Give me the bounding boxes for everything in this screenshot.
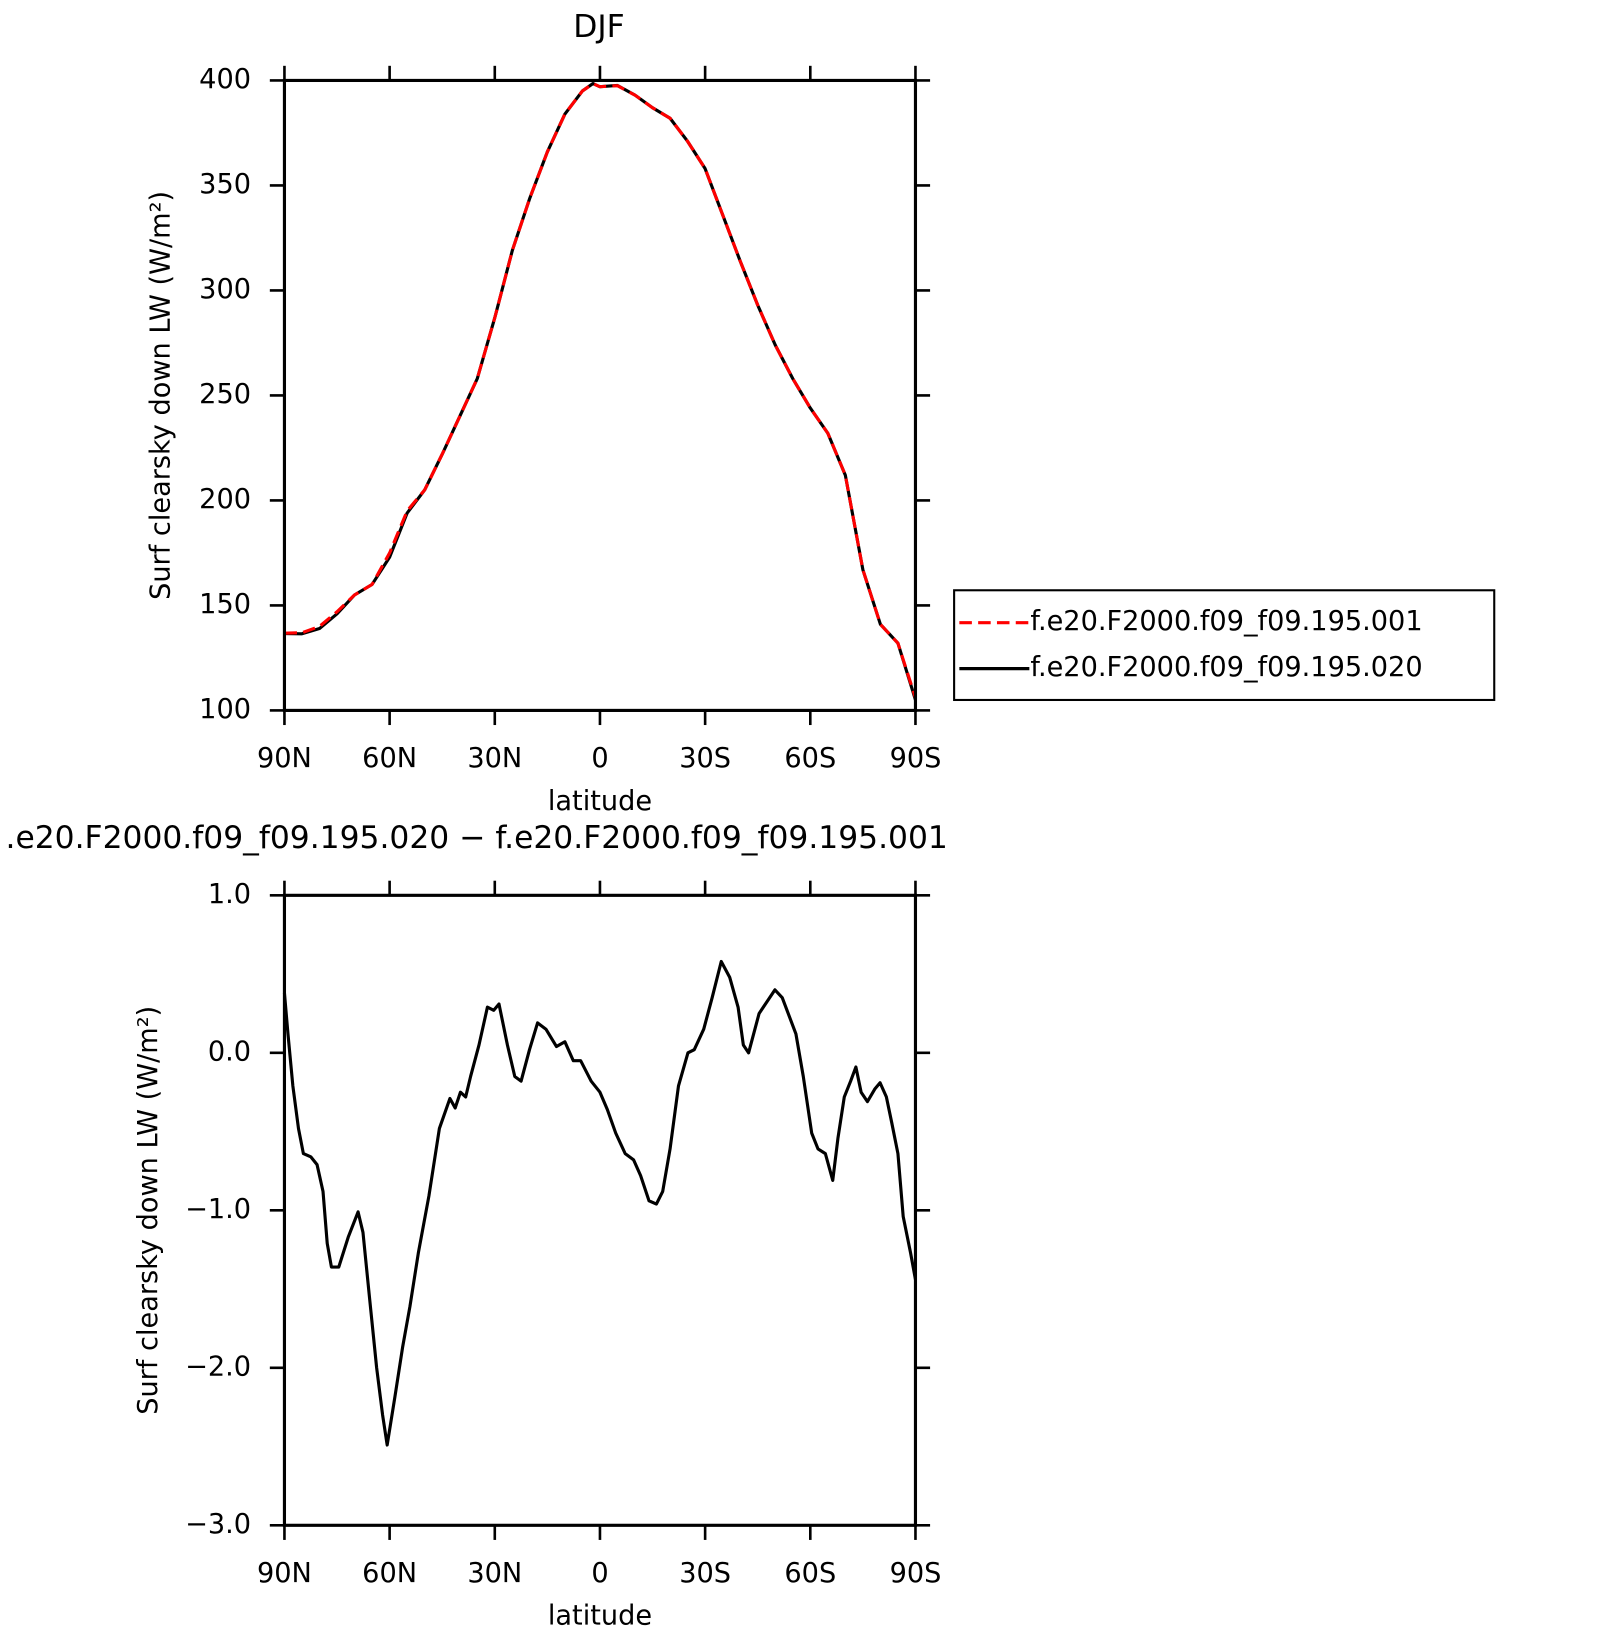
y-tick-label: 1.0 xyxy=(208,879,251,910)
y-tick-label: −1.0 xyxy=(185,1194,251,1225)
plot-frame xyxy=(282,893,918,1527)
y-tick-label: 400 xyxy=(199,64,251,95)
x-axis-label: latitude xyxy=(548,786,652,817)
x-tick-label: 30S xyxy=(679,1558,731,1589)
legend-box xyxy=(953,589,1496,702)
y-tick-label: 0.0 xyxy=(208,1036,251,1067)
x-tick-label: 60N xyxy=(362,1558,417,1589)
x-tick-label: 0 xyxy=(591,743,608,774)
chart-title: DJF xyxy=(573,9,624,45)
data-line xyxy=(284,82,917,701)
y-tick-label: 250 xyxy=(199,379,251,410)
legend-label: f.e20.F2000.f09_f09.195.001 xyxy=(1030,606,1422,637)
y-tick-label: 150 xyxy=(199,589,251,620)
y-tick-label: −3.0 xyxy=(185,1509,251,1540)
x-tick-label: 30N xyxy=(467,1558,522,1589)
data-line xyxy=(284,82,917,699)
x-tick-label: 90S xyxy=(890,1558,942,1589)
y-axis-label: Surf clearsky down LW (W/m²) xyxy=(146,191,177,600)
x-tick-label: 30S xyxy=(679,743,731,774)
y-tick-label: −2.0 xyxy=(185,1351,251,1382)
plot-frame xyxy=(282,78,918,712)
data-line xyxy=(282,959,918,1447)
x-tick-label: 90S xyxy=(890,743,942,774)
x-tick-label: 60N xyxy=(362,743,417,774)
y-tick-label: 100 xyxy=(199,694,251,725)
y-tick-label: 300 xyxy=(199,274,251,305)
y-tick-label: 350 xyxy=(199,169,251,200)
x-tick-label: 60S xyxy=(784,1558,836,1589)
x-tick-label: 0 xyxy=(591,1558,608,1589)
chart-title: .e20.F2000.f09_f09.195.020 − f.e20.F2000… xyxy=(6,820,948,856)
y-axis-label: Surf clearsky down LW (W/m²) xyxy=(133,1006,164,1415)
legend-label: f.e20.F2000.f09_f09.195.020 xyxy=(1030,652,1422,683)
x-tick-label: 90N xyxy=(257,1558,312,1589)
x-tick-label: 90N xyxy=(257,743,312,774)
x-axis-label: latitude xyxy=(548,1601,652,1632)
x-tick-label: 60S xyxy=(784,743,836,774)
y-tick-label: 200 xyxy=(199,484,251,515)
x-tick-label: 30N xyxy=(467,743,522,774)
